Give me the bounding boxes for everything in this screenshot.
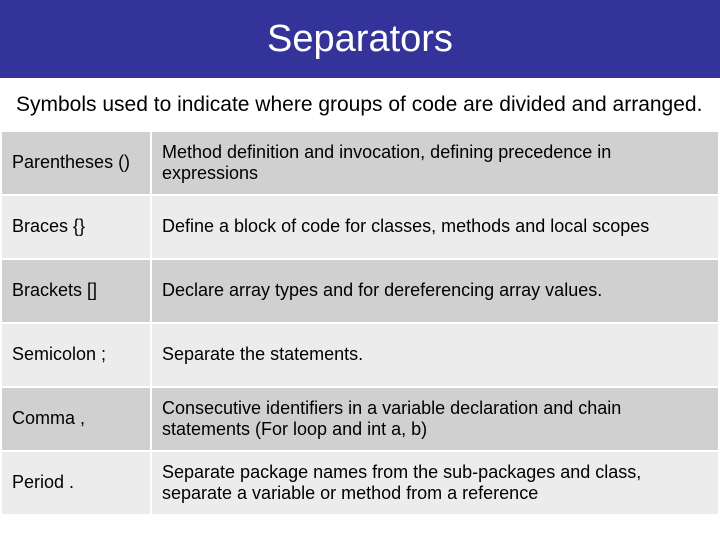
table-row: Comma , Consecutive identifiers in a var…	[1, 387, 719, 451]
intro-text: Symbols used to indicate where groups of…	[0, 78, 720, 130]
separator-desc: Consecutive identifiers in a variable de…	[151, 387, 719, 451]
slide-header: Separators	[0, 0, 720, 78]
separator-name: Braces {}	[1, 195, 151, 259]
separator-name: Semicolon ;	[1, 323, 151, 387]
separator-desc: Separate package names from the sub-pack…	[151, 451, 719, 515]
separator-desc: Method definition and invocation, defini…	[151, 131, 719, 195]
table-row: Brackets [] Declare array types and for …	[1, 259, 719, 323]
separator-desc: Separate the statements.	[151, 323, 719, 387]
separator-name: Period .	[1, 451, 151, 515]
separators-table: Parentheses () Method definition and inv…	[0, 130, 720, 516]
table-row: Semicolon ; Separate the statements.	[1, 323, 719, 387]
separator-name: Comma ,	[1, 387, 151, 451]
slide-title: Separators	[267, 18, 453, 61]
table-row: Parentheses () Method definition and inv…	[1, 131, 719, 195]
table-row: Period . Separate package names from the…	[1, 451, 719, 515]
separator-desc: Define a block of code for classes, meth…	[151, 195, 719, 259]
separator-name: Brackets []	[1, 259, 151, 323]
separator-desc: Declare array types and for dereferencin…	[151, 259, 719, 323]
table-row: Braces {} Define a block of code for cla…	[1, 195, 719, 259]
separator-name: Parentheses ()	[1, 131, 151, 195]
